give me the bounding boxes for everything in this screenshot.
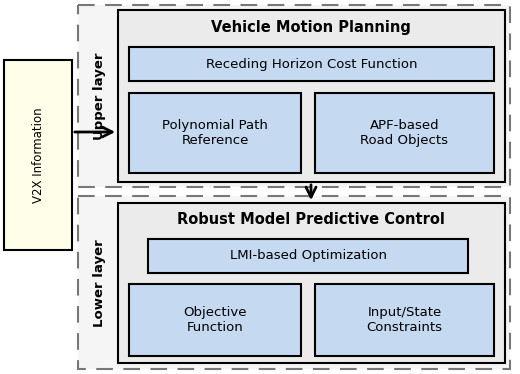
Bar [315,93,494,173]
Bar [315,284,494,356]
Bar [129,284,301,356]
Text: V2X Information: V2X Information [32,107,45,203]
Text: Polynomial Path
Reference: Polynomial Path Reference [162,119,268,147]
Text: Receding Horizon Cost Function: Receding Horizon Cost Function [206,58,417,71]
Bar [118,10,505,182]
Text: APF-based
Road Objects: APF-based Road Objects [360,119,448,147]
Text: Upper layer: Upper layer [94,52,107,140]
Bar [129,93,301,173]
Bar [78,5,510,187]
Bar [118,203,505,363]
Bar [148,239,468,273]
Text: Input/State
Constraints: Input/State Constraints [367,306,443,334]
Bar [78,196,510,369]
Bar [4,60,72,250]
Text: Lower layer: Lower layer [94,239,107,327]
Bar [129,47,494,81]
Text: Vehicle Motion Planning: Vehicle Motion Planning [211,19,411,34]
Text: LMI-based Optimization: LMI-based Optimization [229,249,386,263]
Text: Objective
Function: Objective Function [183,306,247,334]
Text: Robust Model Predictive Control: Robust Model Predictive Control [177,212,445,227]
